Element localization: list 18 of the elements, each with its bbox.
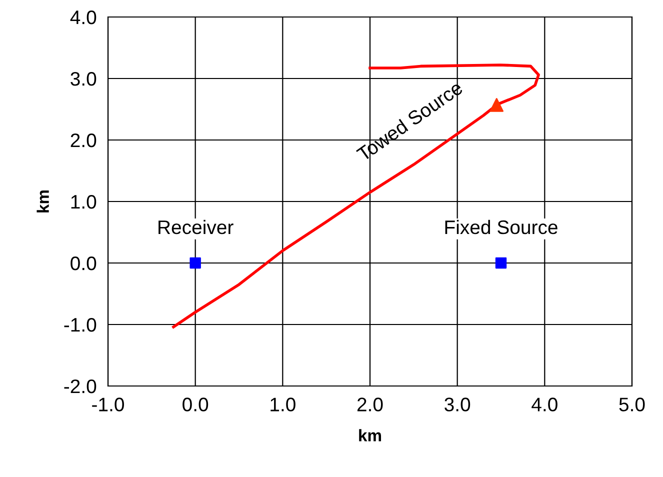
x-axis-title: km xyxy=(359,429,382,442)
y-tick-label: 0.0 xyxy=(70,256,96,270)
y-tick-label: 3.0 xyxy=(70,72,96,86)
series-label: Fixed Source xyxy=(445,220,558,234)
x-tick-label: 5.0 xyxy=(619,398,645,412)
x-tick-label: 1.0 xyxy=(270,398,296,412)
y-tick-label: -2.0 xyxy=(64,379,96,394)
x-tick-label: 4.0 xyxy=(532,398,558,412)
x-tick-label: 0.0 xyxy=(182,398,208,412)
x-tick-label: 2.0 xyxy=(357,398,383,412)
y-axis-title: km xyxy=(36,190,49,212)
y-tick-label: 4.0 xyxy=(70,10,96,24)
x-tick-label: 3.0 xyxy=(444,398,470,412)
y-tick-label: -1.0 xyxy=(64,318,96,332)
series-label: Receiver xyxy=(158,220,234,234)
y-tick-label: 1.0 xyxy=(71,194,96,209)
y-tick-label: 2.0 xyxy=(70,133,96,148)
x-tick-label: -1.0 xyxy=(92,398,124,412)
